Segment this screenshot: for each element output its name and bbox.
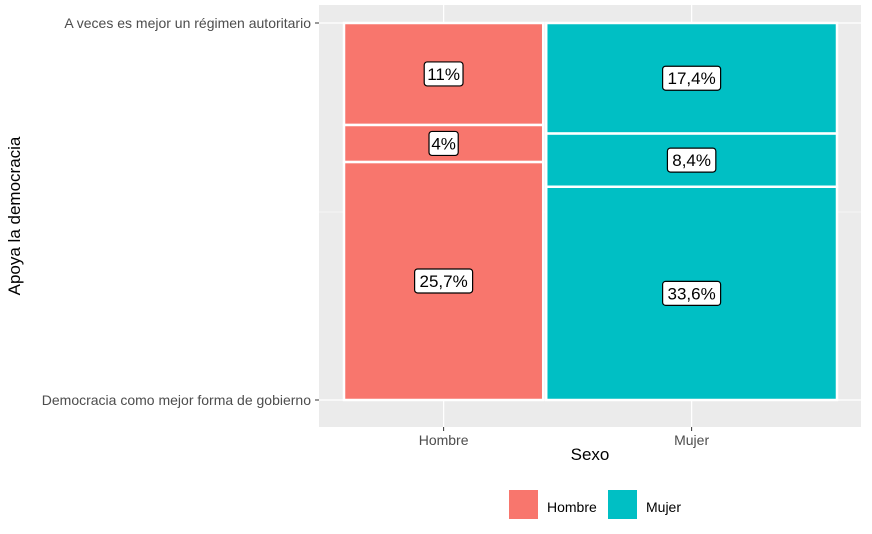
data-label-box [428,130,459,157]
y-tick-label: A veces es mejor un régimen autoritario [64,15,311,31]
data-label-box [666,147,717,173]
legend-label: Mujer [646,499,681,515]
legend-item-hombre: Hombre [509,490,597,519]
x-axis-title: Sexo [571,445,610,464]
data-label-text: 33,6% [668,284,716,303]
data-label: 25,7% [414,268,474,294]
axes: Sexo Apoya la democracia Hombre Mujer Demo… [5,15,709,464]
data-label-box [662,280,722,306]
data-label-text: 8,4% [672,151,711,170]
legend-item-mujer: Mujer [608,490,681,519]
data-label-box [423,61,464,87]
mosaic-tiles [342,21,839,402]
data-label: 33,6% [662,280,722,306]
legend-label: Hombre [547,499,597,515]
x-tick-label: Mujer [674,432,709,448]
data-label-box [662,65,722,91]
data-labels: 25,7% 4% 11% 33,6% 8,4% 17,4% [414,61,722,306]
data-label-text: 4% [431,134,456,153]
data-label: 4% [428,130,459,157]
data-label-text: 25,7% [420,272,468,291]
data-label-text: 11% [427,65,460,84]
x-tick-label: Hombre [419,432,469,448]
data-label-box [414,268,474,294]
data-label: 17,4% [662,65,722,91]
data-label-text: 17,4% [668,69,716,88]
legend-swatch [608,490,637,519]
data-label: 11% [423,61,464,87]
legend-swatch [509,490,538,519]
y-tick-label: Democracia como mejor forma de gobierno [42,392,311,408]
legend: Hombre Mujer [509,490,681,519]
y-axis-title: Apoya la democracia [5,136,24,295]
data-label: 8,4% [666,147,717,173]
